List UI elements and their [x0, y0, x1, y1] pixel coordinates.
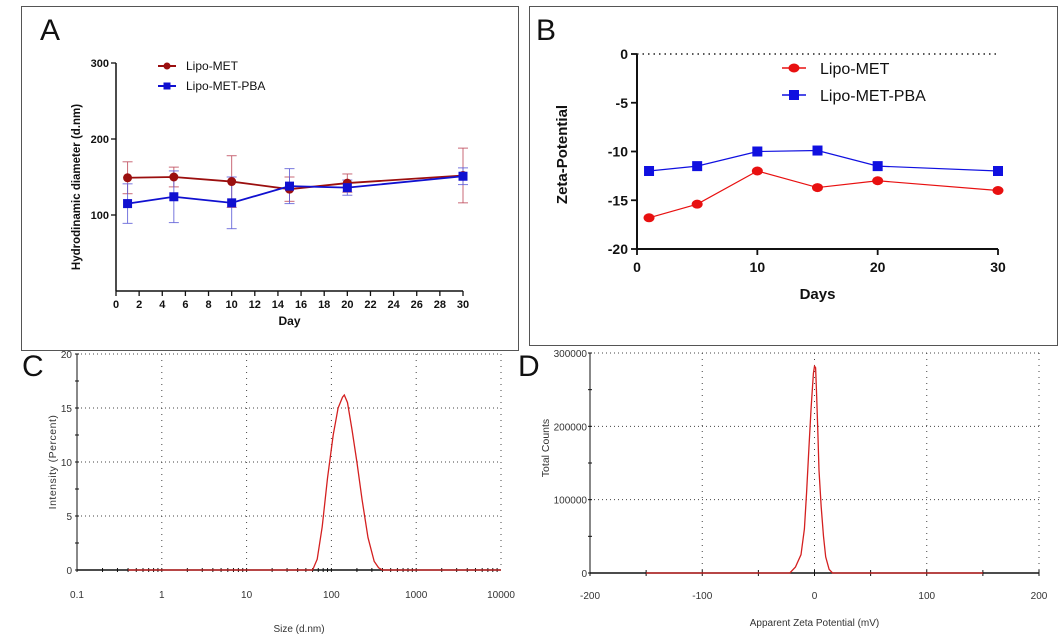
b-legend-marker: [789, 90, 799, 100]
a-data-point: [123, 173, 133, 183]
c-x-tick-label: 10000: [487, 590, 515, 601]
c-y-tick-label: 15: [61, 404, 73, 415]
b-y-axis-label: Zeta-Potential: [554, 105, 571, 204]
d-y-axis-label: Total Counts: [540, 419, 552, 477]
b-data-point: [692, 161, 703, 172]
c-x-tick-label: 10: [241, 590, 253, 601]
a-x-tick-label: 0: [113, 299, 119, 311]
a-x-tick-label: 18: [318, 299, 330, 311]
a-data-point: [169, 192, 179, 202]
b-x-tick-label: 0: [633, 259, 641, 275]
b-x-tick-label: 20: [870, 259, 886, 275]
b-y-tick-label: -5: [616, 95, 629, 111]
b-data-point: [872, 161, 883, 172]
d-distribution-curve: [646, 364, 983, 574]
a-y-tick-label: 200: [91, 134, 109, 146]
d-x-tick-label: 100: [918, 591, 935, 602]
c-y-tick-label: 5: [66, 512, 72, 523]
b-data-point: [751, 166, 763, 176]
a-x-tick-label: 4: [159, 299, 166, 311]
a-y-tick-label: 300: [91, 58, 109, 70]
b-data-point: [644, 166, 655, 176]
c-x-axis-label: Size (d.nm): [273, 624, 324, 635]
a-series-line-1: [127, 175, 464, 205]
a-x-tick-label: 2: [136, 299, 142, 311]
a-data-point: [342, 183, 352, 193]
panel-b-frame: [529, 6, 1058, 346]
b-y-tick-label: 0: [620, 46, 628, 62]
a-legend-marker: [163, 62, 171, 70]
b-legend-marker: [788, 63, 800, 73]
b-data-point: [752, 146, 763, 157]
a-legend-label: Lipo-MET-PBA: [186, 79, 265, 93]
b-data-point: [691, 199, 703, 209]
a-x-tick-label: 16: [295, 299, 307, 311]
d-y-tick-label: 200000: [554, 422, 588, 433]
c-y-tick-label: 0: [66, 566, 72, 577]
b-y-tick-label: -15: [608, 192, 628, 208]
b-data-point: [992, 186, 1004, 195]
b-series-line-0: [648, 170, 999, 219]
d-x-tick-label: 0: [812, 591, 818, 602]
panel-a-frame: [21, 6, 519, 351]
a-x-tick-label: 30: [457, 299, 469, 311]
a-y-axis-label: Hydrodinamic diameter (d.nm): [71, 104, 83, 270]
a-x-tick-label: 14: [272, 299, 285, 311]
a-legend-label: Lipo-MET: [186, 59, 239, 73]
panel-label-a: A: [40, 14, 61, 47]
a-y-tick-label: 100: [91, 210, 109, 222]
a-x-tick-label: 28: [434, 299, 446, 311]
b-x-tick-label: 30: [990, 259, 1006, 275]
panel-label-b: B: [536, 14, 557, 47]
c-y-axis-label: Intensity (Percent): [47, 415, 59, 510]
b-y-tick-label: -20: [608, 241, 628, 257]
a-x-tick-label: 26: [411, 299, 423, 311]
a-legend-marker: [163, 82, 171, 90]
a-data-point: [123, 199, 133, 209]
c-distribution-curve: [128, 393, 501, 571]
panel-label-c: C: [22, 350, 44, 383]
d-y-tick-label: 100000: [554, 496, 588, 507]
a-x-tick-label: 20: [341, 299, 353, 311]
a-x-tick-label: 22: [364, 299, 376, 311]
b-series-line-1: [648, 149, 999, 172]
a-x-tick-label: 10: [226, 299, 238, 311]
c-x-tick-label: 1: [159, 590, 165, 601]
b-data-point: [993, 166, 1003, 176]
d-x-axis-label: Apparent Zeta Potential (mV): [750, 618, 880, 629]
d-x-tick-label: 200: [1031, 591, 1048, 602]
b-x-tick-label: 10: [750, 259, 766, 275]
c-y-tick-label: 10: [61, 458, 73, 469]
c-x-tick-label: 1000: [405, 590, 428, 601]
b-data-point: [872, 176, 884, 186]
b-x-axis-label: Days: [800, 286, 836, 303]
a-data-point: [227, 177, 237, 187]
a-data-point: [227, 198, 237, 208]
a-x-tick-label: 8: [205, 299, 211, 311]
a-series-line-0: [127, 174, 464, 191]
c-x-tick-label: 100: [323, 590, 340, 601]
a-x-axis-label: Day: [278, 314, 300, 328]
d-y-tick-label: 300000: [554, 349, 588, 360]
a-data-point: [285, 181, 294, 191]
b-data-point: [812, 145, 823, 156]
c-y-tick-label: 20: [61, 350, 73, 361]
c-x-tick-label: 0.1: [70, 590, 84, 601]
d-x-tick-label: -200: [580, 591, 600, 602]
b-data-point: [812, 183, 823, 193]
a-x-tick-label: 24: [387, 299, 400, 311]
a-data-point: [458, 171, 468, 181]
a-x-tick-label: 6: [182, 299, 188, 311]
a-x-tick-label: 12: [249, 299, 261, 311]
b-y-tick-label: -10: [608, 144, 628, 160]
d-y-tick-label: 0: [581, 569, 587, 580]
b-legend-label: Lipo-MET-PBA: [820, 88, 926, 105]
b-legend-label: Lipo-MET: [820, 61, 890, 78]
a-data-point: [169, 172, 179, 182]
d-x-tick-label: -100: [692, 591, 712, 602]
panel-label-d: D: [518, 350, 540, 383]
b-data-point: [643, 213, 655, 223]
